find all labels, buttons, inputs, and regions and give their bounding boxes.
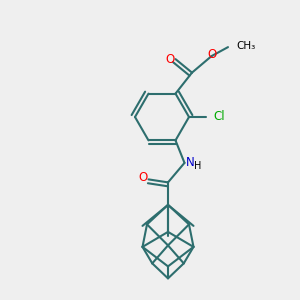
Text: O: O bbox=[208, 48, 217, 61]
Text: H: H bbox=[194, 161, 202, 172]
Text: N: N bbox=[185, 156, 194, 170]
Text: Cl: Cl bbox=[213, 110, 225, 124]
Text: O: O bbox=[166, 52, 175, 66]
Text: O: O bbox=[139, 171, 148, 184]
Text: CH₃: CH₃ bbox=[236, 40, 256, 51]
